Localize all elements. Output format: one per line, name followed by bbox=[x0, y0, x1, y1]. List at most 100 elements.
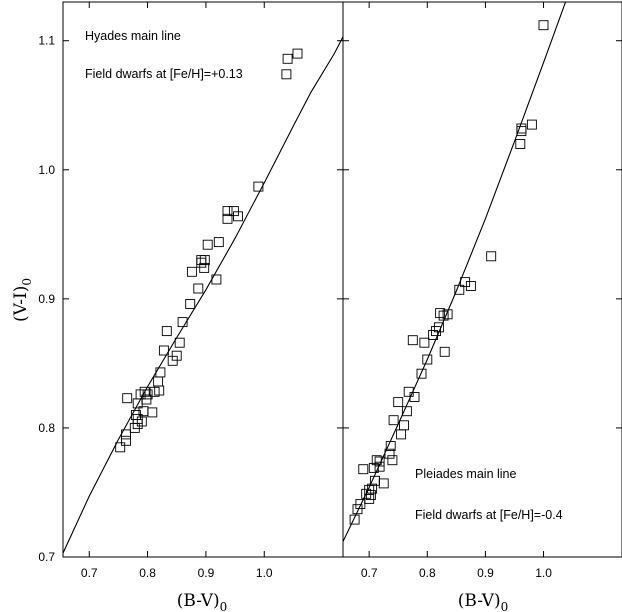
data-point bbox=[371, 455, 382, 466]
hyades-main-line bbox=[63, 36, 343, 554]
y-tick-label: 1.1 bbox=[38, 34, 55, 48]
data-point bbox=[407, 335, 418, 346]
data-point bbox=[454, 284, 465, 295]
data-point bbox=[442, 309, 453, 320]
data-point bbox=[147, 407, 158, 418]
y-tick-label: 0.8 bbox=[38, 421, 55, 435]
data-point bbox=[222, 213, 233, 224]
data-point bbox=[158, 345, 169, 356]
x-tick-label: 0.9 bbox=[477, 566, 494, 580]
data-point bbox=[396, 429, 407, 440]
data-point bbox=[388, 415, 399, 426]
data-point bbox=[439, 346, 450, 357]
x-tick-label: 1.0 bbox=[535, 566, 552, 580]
x-tick-label: 0.8 bbox=[419, 566, 436, 580]
data-point bbox=[364, 493, 375, 504]
panel-annotation-title: Pleiades main line bbox=[415, 467, 516, 481]
data-point bbox=[122, 393, 133, 404]
x-tick-label: 0.7 bbox=[361, 566, 378, 580]
data-point bbox=[365, 490, 376, 500]
data-point bbox=[367, 483, 378, 494]
data-point bbox=[177, 317, 188, 328]
x-tick-label: 0.7 bbox=[81, 566, 98, 580]
data-area bbox=[63, 36, 343, 554]
data-point bbox=[253, 181, 264, 192]
x-axis-title-right: (B-V)0 bbox=[458, 591, 509, 612]
data-point bbox=[358, 464, 369, 475]
data-point bbox=[202, 239, 213, 250]
panel-annotation-subtitle: Field dwarfs at [Fe/H]=-0.4 bbox=[415, 508, 563, 522]
y-axis-title: (V-I)0 bbox=[11, 278, 34, 322]
y-axis-title-main: (V-I) bbox=[11, 286, 31, 322]
data-point bbox=[199, 255, 210, 266]
data-point bbox=[374, 461, 385, 472]
x-axis-title-left: (B-V)0 bbox=[177, 591, 228, 612]
data-point bbox=[438, 310, 449, 321]
data-point bbox=[222, 206, 233, 217]
plot-frame bbox=[342, 1, 622, 558]
data-point bbox=[416, 368, 427, 379]
y-axis-title-sub: 0 bbox=[20, 278, 34, 286]
left-panel: 0.7 0.8 0.9 1.0 1.1 0.7 0.8 0.9 1.0 Hyades main l… bbox=[38, 1, 344, 580]
data-point bbox=[419, 337, 430, 348]
data-point bbox=[196, 257, 207, 268]
data-point bbox=[130, 410, 141, 420]
data-point bbox=[233, 211, 243, 222]
data-point bbox=[155, 367, 166, 378]
data-point bbox=[199, 262, 210, 273]
data-point bbox=[161, 326, 172, 337]
data-point bbox=[282, 53, 293, 64]
data-point bbox=[211, 274, 222, 285]
data-point bbox=[515, 139, 526, 149]
data-point bbox=[153, 376, 164, 387]
data-point bbox=[538, 20, 549, 31]
data-point bbox=[213, 237, 224, 248]
data-point bbox=[281, 69, 292, 80]
data-point bbox=[465, 281, 476, 291]
data-point bbox=[136, 416, 147, 427]
data-point bbox=[385, 441, 396, 451]
data-point bbox=[431, 326, 441, 337]
data-point bbox=[393, 397, 404, 408]
data-point bbox=[352, 504, 363, 515]
data-point bbox=[486, 251, 497, 262]
data-point bbox=[349, 514, 360, 525]
data-point bbox=[292, 48, 303, 59]
data-point bbox=[378, 478, 389, 489]
x-tick-label: 1.0 bbox=[256, 566, 273, 580]
data-point bbox=[399, 420, 409, 431]
data-point bbox=[368, 462, 379, 473]
data-point bbox=[193, 283, 204, 294]
data-point bbox=[428, 330, 439, 340]
data-point bbox=[121, 435, 131, 446]
data-point bbox=[174, 337, 185, 348]
right-panel: 0.7 0.8 0.9 1.0 Pleiades main line Field dwar… bbox=[342, 1, 622, 580]
x-axis-title-left-sub: 0 bbox=[220, 600, 228, 612]
panel-annotation-title: Hyades main line bbox=[85, 29, 181, 43]
data-point bbox=[374, 456, 385, 467]
x-tick-label: 0.9 bbox=[198, 566, 215, 580]
y-tick-label: 1.0 bbox=[38, 163, 55, 177]
data-point bbox=[384, 448, 395, 459]
data-point bbox=[186, 266, 197, 277]
data-point bbox=[167, 355, 178, 366]
data-point bbox=[460, 277, 471, 288]
x-tick-label: 0.8 bbox=[139, 566, 156, 580]
data-point bbox=[171, 350, 182, 361]
data-point bbox=[185, 299, 196, 309]
panel-annotation-subtitle: Field dwarfs at [Fe/H]=+0.13 bbox=[85, 67, 243, 81]
data-point bbox=[409, 392, 420, 402]
x-axis-title-left-main: (B-V) bbox=[177, 591, 220, 611]
y-tick-label: 0.7 bbox=[38, 550, 55, 564]
data-point bbox=[526, 119, 537, 130]
data-point bbox=[422, 354, 433, 365]
pleiades-main-line bbox=[343, 2, 567, 542]
data-point bbox=[433, 322, 444, 333]
data-point bbox=[142, 389, 153, 400]
data-point bbox=[132, 398, 143, 409]
data-point bbox=[129, 422, 140, 433]
data-point bbox=[115, 442, 126, 453]
data-point bbox=[401, 406, 412, 417]
data-point bbox=[355, 499, 366, 510]
data-point bbox=[139, 386, 150, 397]
